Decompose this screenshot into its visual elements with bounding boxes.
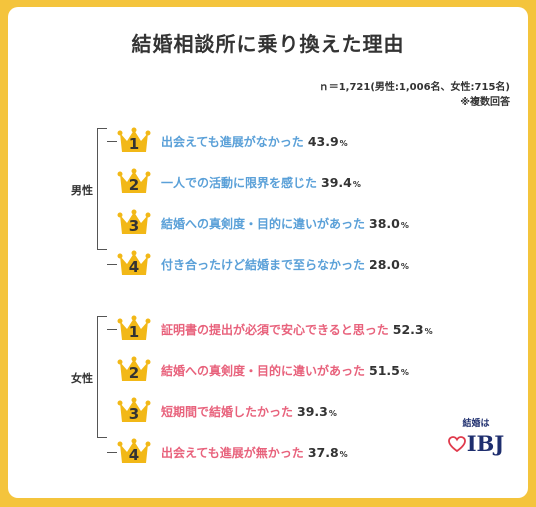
- crown-icon: 1: [117, 127, 151, 153]
- ranking-row: 2 結婚への真剣度・目的に違いがあった 51.5%: [117, 353, 409, 387]
- percent-sign: %: [424, 326, 433, 336]
- rank-number: 4: [129, 258, 139, 276]
- ranking-row: 4 付き合ったけど結婚まで至らなかった 28.0%: [117, 247, 409, 281]
- percent-sign: %: [400, 367, 409, 377]
- reason-label: 出会えても進展が無かった: [161, 445, 304, 460]
- rank-number: 3: [129, 217, 139, 235]
- reason-label: 結婚への真剣度・目的に違いがあった: [161, 216, 366, 231]
- percentage-value: 39.3: [297, 403, 328, 419]
- ranking-row: 4 出会えても進展が無かった 37.8%: [117, 435, 348, 469]
- percent-sign: %: [400, 261, 409, 271]
- crown-icon: 2: [117, 356, 151, 382]
- reason-label: 付き合ったけど結婚まで至らなかった: [161, 257, 366, 272]
- male-group-bracket: [97, 128, 107, 250]
- female-group-label: 女性: [71, 372, 93, 385]
- percent-sign: %: [339, 449, 348, 459]
- multiple-answer-note: ※複数回答: [460, 97, 510, 108]
- chart-title: 結婚相談所に乗り換えた理由: [131, 32, 405, 56]
- ranking-row: 1 出会えても進展がなかった 43.9%: [117, 124, 348, 158]
- crown-icon: 1: [117, 315, 151, 341]
- ranking-row: 2 一人での活動に限界を感じた 39.4%: [117, 165, 361, 199]
- percentage-value: 28.0: [369, 256, 400, 272]
- rank-number: 4: [129, 446, 139, 464]
- crown-icon: 3: [117, 397, 151, 423]
- crown-icon: 4: [117, 250, 151, 276]
- bracket-connector: [107, 141, 117, 142]
- crown-icon: 3: [117, 209, 151, 235]
- sample-size-note: ｎ＝1,721(男性:1,006名、女性:715名): [318, 82, 510, 93]
- male-group-label: 男性: [71, 184, 93, 197]
- ibj-logo: 結婚は IBJ: [446, 416, 506, 456]
- percentage-value: 38.0: [369, 215, 400, 231]
- female-group-bracket: [97, 316, 107, 438]
- reason-label: 証明書の提出が必須で安心できると思った: [161, 322, 389, 337]
- chart-card: [8, 7, 528, 498]
- rank-number: 2: [129, 176, 139, 194]
- rank-number: 1: [129, 135, 139, 153]
- rank-number: 2: [129, 364, 139, 382]
- bracket-connector: [107, 329, 117, 330]
- crown-icon: 2: [117, 168, 151, 194]
- percent-sign: %: [328, 408, 337, 418]
- rank-number: 1: [129, 323, 139, 341]
- logo-main-text: IBJ: [466, 431, 505, 456]
- percent-sign: %: [352, 179, 361, 189]
- percentage-value: 37.8: [307, 444, 339, 460]
- percent-sign: %: [339, 138, 348, 148]
- percentage-value: 52.3: [392, 321, 424, 337]
- rank-number: 3: [129, 405, 139, 423]
- ranking-row: 3 短期間で結婚したかった 39.3%: [117, 394, 337, 428]
- percent-sign: %: [400, 220, 409, 230]
- crown-icon: 4: [117, 438, 151, 464]
- ranking-row: 3 結婚への真剣度・目的に違いがあった 38.0%: [117, 206, 409, 240]
- ranking-row: 1 証明書の提出が必須で安心できると思った 52.3%: [117, 312, 433, 346]
- reason-label: 出会えても進展がなかった: [161, 134, 304, 149]
- bracket-connector: [107, 452, 117, 453]
- bracket-connector: [107, 264, 117, 265]
- heart-icon: [447, 435, 466, 452]
- reason-label: 一人での活動に限界を感じた: [161, 175, 318, 190]
- logo-top-text: 結婚は: [462, 419, 490, 429]
- reason-label: 短期間で結婚したかった: [161, 404, 294, 419]
- percentage-value: 39.4: [321, 174, 352, 190]
- reason-label: 結婚への真剣度・目的に違いがあった: [161, 363, 366, 378]
- percentage-value: 43.9: [307, 133, 339, 149]
- percentage-value: 51.5: [369, 362, 400, 378]
